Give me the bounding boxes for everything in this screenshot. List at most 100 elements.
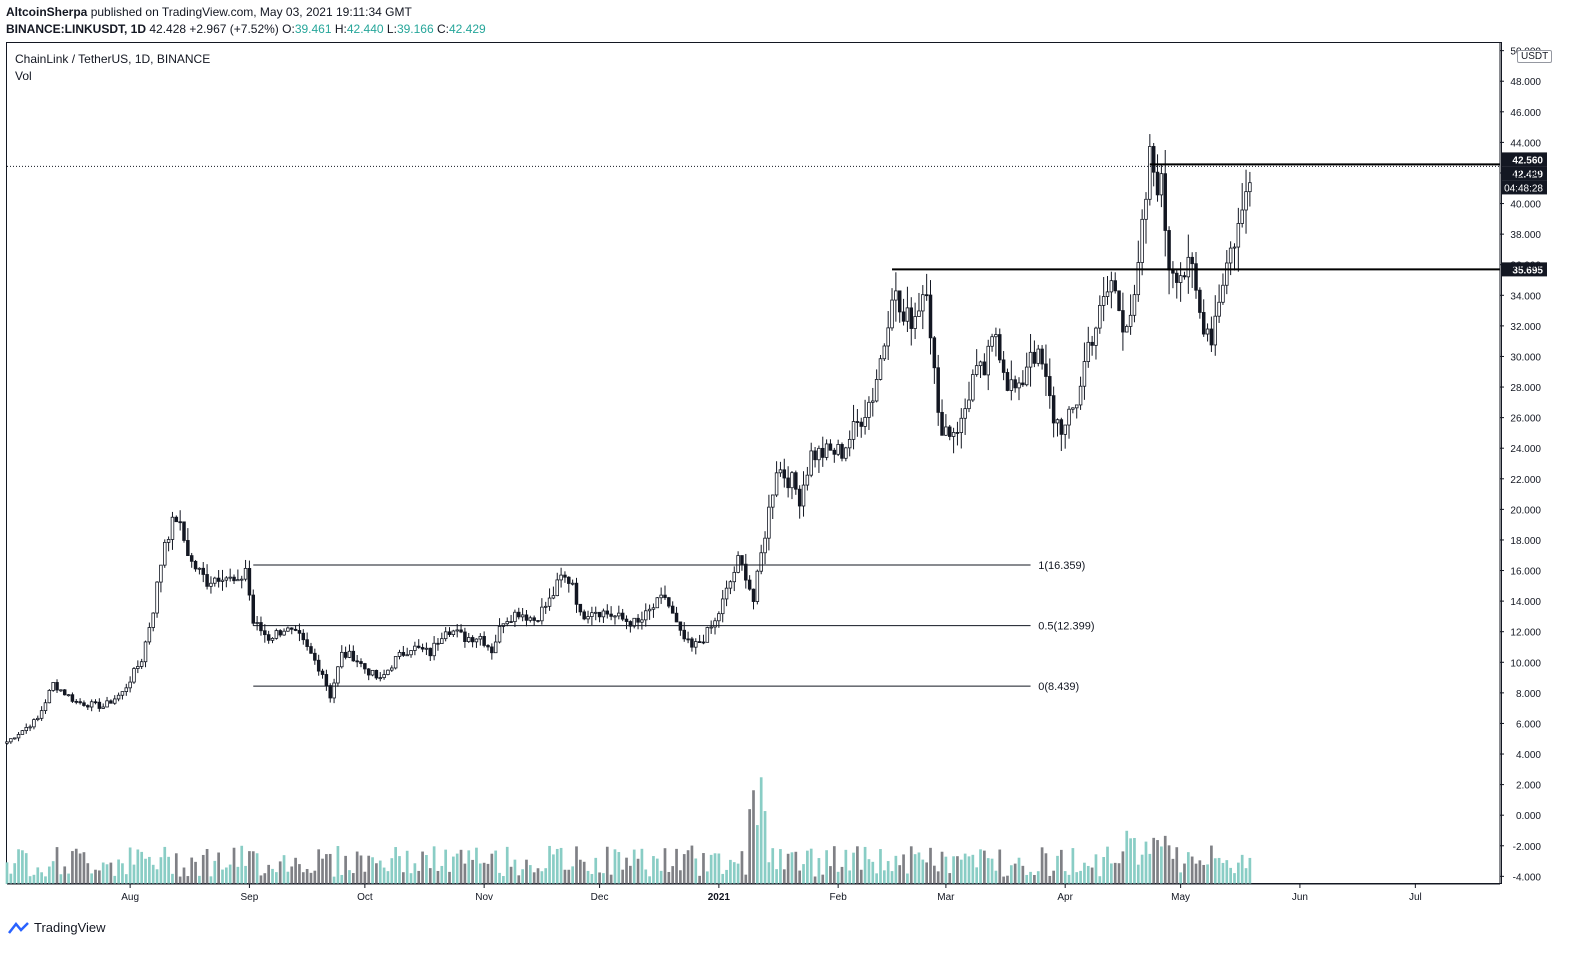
volume-bar <box>917 852 921 884</box>
candle-body <box>1201 312 1206 335</box>
volume-bar <box>1033 874 1036 884</box>
candle-body <box>278 630 282 636</box>
fib-label: 0(8.439) <box>1038 681 1079 693</box>
x-tick-label: Aug <box>121 892 139 903</box>
candle-body <box>463 631 467 642</box>
candle-body <box>832 449 837 455</box>
candle-body <box>770 494 775 508</box>
volume-bar <box>82 852 86 884</box>
footer-brand[interactable]: TradingView <box>8 920 106 935</box>
volume-bar <box>278 861 282 884</box>
candle-body <box>567 576 571 584</box>
candle-body <box>644 610 648 621</box>
candle-body <box>136 666 140 669</box>
volume-bar <box>659 870 663 884</box>
candle-body <box>170 516 175 540</box>
candle-body <box>340 651 344 668</box>
volume-bar <box>213 860 217 884</box>
volume-bar <box>848 870 852 884</box>
volume-bar <box>1121 851 1125 884</box>
volume-bar <box>144 858 147 884</box>
candle-body <box>201 567 205 575</box>
candle-body <box>536 620 540 622</box>
volume-bar <box>879 849 882 884</box>
candle-body <box>1001 359 1006 373</box>
volume-bar <box>344 855 347 884</box>
volume-bar <box>1071 848 1075 884</box>
candle-body <box>909 307 914 329</box>
candle-body <box>1140 218 1144 263</box>
candle-body <box>524 614 529 621</box>
volume-bar <box>929 847 932 884</box>
candle-body <box>366 668 371 676</box>
candle-body <box>351 650 356 662</box>
candle-body <box>66 694 71 697</box>
volume-bar <box>1090 867 1094 884</box>
candle-body <box>363 663 367 670</box>
candle-body <box>316 659 321 672</box>
candle-body <box>913 316 917 329</box>
volume-bar <box>382 867 386 884</box>
volume-bar <box>1063 871 1067 884</box>
candle-body <box>1240 209 1244 224</box>
candle-body <box>282 630 286 636</box>
volume-bar <box>1083 862 1086 884</box>
candle-body <box>724 587 729 600</box>
volume-bar <box>856 846 859 884</box>
candle-body <box>255 622 259 624</box>
volume-bar <box>555 848 559 884</box>
volume-bar <box>782 869 786 884</box>
volume-bar <box>1025 874 1029 884</box>
volume-bar <box>713 853 717 884</box>
volume-bar <box>1098 876 1102 884</box>
candle-body <box>901 311 906 322</box>
volume-bar <box>655 858 659 884</box>
volume-bar <box>401 872 405 884</box>
candle-body <box>686 638 690 641</box>
currency-button[interactable]: USDT <box>1517 50 1553 63</box>
y-tick-label: -4.000 <box>1513 872 1542 883</box>
volume-bar <box>886 861 890 884</box>
volume-bar <box>1059 849 1063 884</box>
volume-bar <box>986 858 990 884</box>
volume-bar <box>105 864 109 884</box>
volume-bar <box>994 870 998 884</box>
volume-bar <box>898 865 902 884</box>
support-price-tag-bg <box>1501 262 1547 277</box>
candle-body <box>682 629 686 640</box>
candle-body <box>270 637 275 641</box>
volume-bar <box>363 871 367 884</box>
candle-body <box>24 727 28 732</box>
volume-bar <box>32 874 36 884</box>
x-tick-label: Jun <box>1292 892 1308 903</box>
candle-body <box>924 294 929 297</box>
candle-body <box>39 710 44 719</box>
candle-body <box>882 345 887 360</box>
candle-body <box>74 700 79 703</box>
volume-bar <box>748 809 751 884</box>
volume-bar <box>67 873 70 884</box>
volume-bar <box>440 865 444 884</box>
volume-bar <box>640 848 644 884</box>
volume-bar <box>1183 863 1186 884</box>
candle-body <box>1067 408 1071 426</box>
x-tick-label: Jul <box>1409 892 1422 903</box>
volume-bar <box>536 868 540 884</box>
candle-body <box>694 641 698 648</box>
y-tick-label: 12.000 <box>1510 628 1541 639</box>
high-value: 42.440 <box>346 22 384 36</box>
candle-body <box>293 628 298 631</box>
volume-bar <box>475 847 478 884</box>
candle-body <box>413 645 417 651</box>
candle-body <box>890 299 894 329</box>
candle-body <box>397 651 402 657</box>
volume-bar <box>663 848 667 884</box>
y-tick-label: 18.000 <box>1510 536 1541 547</box>
candle-body <box>62 689 67 696</box>
candle-body <box>1098 304 1102 329</box>
publisher-name[interactable]: AltcoinSherpa <box>6 5 88 19</box>
volume-bar <box>752 790 755 884</box>
volume-bar <box>205 848 209 884</box>
candle-body <box>543 605 548 608</box>
